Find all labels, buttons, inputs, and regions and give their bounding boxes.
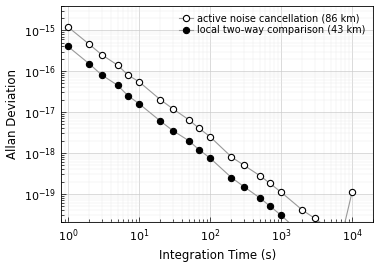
local two-way comparison (43 km) xyxy=(171,129,175,132)
local two-way comparison (43 km) xyxy=(329,255,333,258)
local two-way comparison (43 km) xyxy=(115,84,120,87)
local two-way comparison (43 km) xyxy=(197,148,201,151)
active noise cancellation (86 km) xyxy=(279,191,283,194)
active noise cancellation (86 km) xyxy=(137,80,141,83)
active noise cancellation (86 km) xyxy=(268,182,273,185)
local two-way comparison (43 km) xyxy=(158,120,163,123)
local two-way comparison (43 km) xyxy=(186,139,191,142)
active noise cancellation (86 km) xyxy=(229,155,234,158)
local two-way comparison (43 km) xyxy=(126,94,130,97)
active noise cancellation (86 km) xyxy=(242,164,246,167)
Line: local two-way comparison (43 km): local two-way comparison (43 km) xyxy=(65,43,355,266)
active noise cancellation (86 km) xyxy=(350,191,354,194)
local two-way comparison (43 km) xyxy=(242,185,246,188)
active noise cancellation (86 km) xyxy=(100,53,104,57)
active noise cancellation (86 km) xyxy=(186,118,191,121)
active noise cancellation (86 km) xyxy=(66,25,70,29)
Y-axis label: Allan Deviation: Allan Deviation xyxy=(6,69,19,159)
active noise cancellation (86 km) xyxy=(208,135,212,138)
local two-way comparison (43 km) xyxy=(350,252,354,255)
active noise cancellation (86 km) xyxy=(257,174,262,177)
local two-way comparison (43 km) xyxy=(100,73,104,77)
active noise cancellation (86 km) xyxy=(313,217,317,220)
active noise cancellation (86 km) xyxy=(197,127,201,130)
active noise cancellation (86 km) xyxy=(300,209,305,212)
active noise cancellation (86 km) xyxy=(115,64,120,67)
local two-way comparison (43 km) xyxy=(137,102,141,105)
active noise cancellation (86 km) xyxy=(87,43,92,46)
active noise cancellation (86 km) xyxy=(171,107,175,110)
local two-way comparison (43 km) xyxy=(87,62,92,65)
local two-way comparison (43 km) xyxy=(66,45,70,48)
active noise cancellation (86 km) xyxy=(158,98,163,101)
local two-way comparison (43 km) xyxy=(313,242,317,245)
X-axis label: Integration Time (s): Integration Time (s) xyxy=(159,250,276,262)
active noise cancellation (86 km) xyxy=(126,73,130,77)
local two-way comparison (43 km) xyxy=(339,262,343,265)
local two-way comparison (43 km) xyxy=(208,157,212,160)
local two-way comparison (43 km) xyxy=(229,176,234,179)
local two-way comparison (43 km) xyxy=(257,196,262,199)
Legend: active noise cancellation (86 km), local two-way comparison (43 km): active noise cancellation (86 km), local… xyxy=(176,10,369,38)
local two-way comparison (43 km) xyxy=(279,214,283,217)
local two-way comparison (43 km) xyxy=(300,233,305,236)
active noise cancellation (86 km) xyxy=(329,229,333,232)
local two-way comparison (43 km) xyxy=(268,204,273,208)
Line: active noise cancellation (86 km): active noise cancellation (86 km) xyxy=(65,24,355,242)
active noise cancellation (86 km) xyxy=(339,237,343,240)
